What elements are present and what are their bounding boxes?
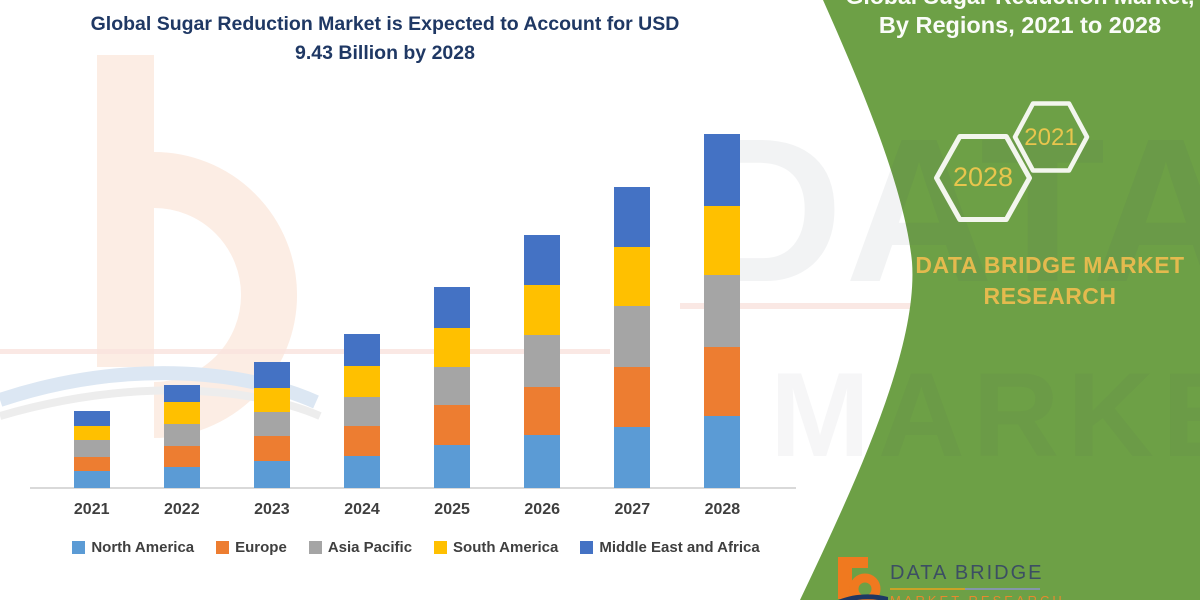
footer-brand-line1: DATA BRIDGE (890, 562, 1044, 584)
bar-2027-europe-segment (614, 367, 651, 427)
bar-2022-north-america-segment (163, 467, 200, 488)
panel-brand-text: DATA BRIDGE MARKET RESEARCH (900, 250, 1200, 312)
bar-2028-middle-east-and-africa-segment (704, 134, 741, 206)
bar-2028-north-america-segment (704, 416, 741, 488)
footer-b-bowl (849, 573, 881, 600)
footer-b-stem (838, 557, 868, 599)
x-axis-label-2026: 2026 (524, 501, 560, 518)
legend-swatch-icon (216, 541, 230, 554)
panel-brand-line2: RESEARCH (983, 283, 1117, 309)
legend-swatch-icon (308, 541, 322, 554)
bar-2021-south-america-segment (73, 426, 110, 440)
x-axis-label-2022: 2022 (164, 501, 200, 518)
x-axis-label-2021: 2021 (73, 501, 110, 518)
bar-2021-north-america-segment (73, 471, 110, 488)
bar-2025-north-america-segment (434, 445, 471, 488)
bar-2025-asia-pacific-segment (434, 367, 471, 405)
panel-clipped-top-line: Global Sugar Reduction Market, (840, 0, 1200, 10)
bar-2026-south-america-segment (524, 285, 561, 335)
stacked-bar-chart: 2021 2022 2023 2024 2025 2026 2027 2028 (73, 134, 741, 518)
bar-2023-north-america-segment (253, 461, 290, 488)
watermark-pink-line-left (0, 349, 610, 354)
bar-2021-asia-pacific-segment (73, 440, 110, 457)
bar-2028-south-america-segment (704, 206, 741, 275)
hexagon-2021-label: 2021 (1024, 124, 1078, 151)
hexagon-2028-label: 2028 (952, 162, 1014, 192)
bar-2021-europe-segment (73, 457, 110, 471)
x-axis-line (30, 487, 796, 489)
bar-2027-middle-east-and-africa-segment (614, 187, 651, 247)
legend-swatch-icon (434, 541, 448, 554)
bar-2022-middle-east-and-africa-segment (163, 385, 200, 402)
bar-2023-south-america-segment (253, 388, 290, 412)
x-axis-label-2028: 2028 (704, 501, 741, 518)
panel-brand-line1: DATA BRIDGE MARKET (915, 252, 1185, 278)
bar-2027-south-america-segment (614, 247, 651, 306)
watermark-pink-line-right (680, 303, 912, 309)
chart-title-line2: 9.43 Billion by 2028 (295, 42, 475, 64)
x-axis-label-2025: 2025 (434, 501, 470, 518)
legend-item-europe: Europe (216, 539, 287, 556)
legend-label: South America (453, 539, 559, 556)
bar-2024-europe-segment (344, 426, 380, 456)
x-axis-label-2027: 2027 (614, 501, 651, 518)
bar-2026-north-america-segment (524, 435, 561, 488)
bar-2025-south-america-segment (434, 328, 471, 367)
bar-2027-asia-pacific-segment (614, 306, 651, 367)
legend-label: North America (91, 539, 195, 556)
x-axis-label-2024: 2024 (344, 501, 380, 518)
watermark-b-bowl (153, 152, 297, 438)
bar-2025-europe-segment (434, 405, 471, 445)
bar-2023-asia-pacific-segment (253, 412, 290, 436)
footer-brand-underline (890, 588, 1040, 590)
legend-item-south-america: South America (434, 539, 558, 556)
footer-logo-text: DATA BRIDGE MARKET RESEARCH (890, 562, 1065, 600)
footer-b-logo-icon (838, 557, 888, 600)
bar-2022-south-america-segment (163, 402, 200, 424)
legend-item-asia-pacific: Asia Pacific (308, 539, 413, 556)
bar-2026-middle-east-and-africa-segment (524, 235, 561, 285)
bar-2027-north-america-segment (614, 427, 651, 488)
legend-swatch-icon (72, 541, 86, 554)
bar-2028-asia-pacific-segment (704, 275, 741, 347)
bar-2024-asia-pacific-segment (344, 397, 380, 426)
legend-item-middle-east-and-africa: Middle East and Africa (580, 539, 760, 556)
watermark-b-stem (97, 55, 154, 367)
legend-item-north-america: North America (72, 539, 194, 556)
bar-2024-middle-east-and-africa-segment (344, 334, 380, 366)
watermark-text-row2: MARKET RESEARCH (770, 348, 1200, 482)
legend-label: Asia Pacific (327, 539, 413, 556)
legend-label: Middle East and Africa (599, 539, 760, 556)
chart-legend: North America Europe Asia Pacific South Ame… (46, 539, 786, 556)
x-axis-label-2023: 2023 (254, 501, 290, 518)
bar-2024-south-america-segment (344, 366, 380, 397)
bar-2022-europe-segment (163, 446, 200, 467)
footer-swoosh-navy (838, 594, 888, 600)
bar-2022-asia-pacific-segment (163, 424, 200, 446)
panel-heading: By Regions, 2021 to 2028 (878, 12, 1162, 38)
chart-title: Global Sugar Reduction Market is Expecte… (25, 10, 745, 68)
green-panel-shape (800, 0, 1200, 600)
bar-2023-europe-segment (253, 436, 290, 461)
bar-2026-asia-pacific-segment (524, 335, 561, 387)
legend-swatch-icon (580, 541, 594, 554)
legend-label: Europe (235, 539, 287, 556)
bar-2026-europe-segment (524, 387, 561, 435)
bar-2021-middle-east-and-africa-segment (73, 411, 110, 426)
bar-2023-middle-east-and-africa-segment (253, 362, 290, 388)
bar-2025-middle-east-and-africa-segment (434, 287, 471, 328)
chart-title-line1: Global Sugar Reduction Market is Expecte… (90, 13, 680, 35)
bar-2024-north-america-segment (344, 456, 380, 488)
bar-2028-europe-segment (704, 347, 741, 416)
footer-brand-line2: MARKET RESEARCH (890, 593, 1065, 600)
